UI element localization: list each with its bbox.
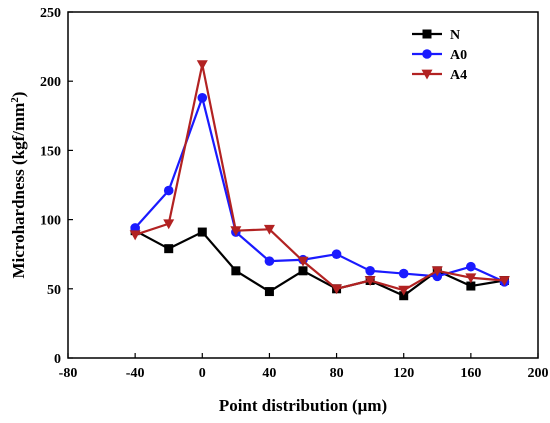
point-A4-4 xyxy=(263,224,275,235)
legend-item-N: N xyxy=(412,28,460,43)
y-axis-title: Microhardness (kgf/mm2) xyxy=(9,92,28,279)
y-axis-title-main: Microhardness (kgf/mm xyxy=(9,103,28,279)
plot-frame xyxy=(67,11,539,359)
x-tick-label-0: -80 xyxy=(59,366,78,381)
x-tick-label-3: 40 xyxy=(262,366,276,381)
series-line-A4 xyxy=(134,63,505,292)
y-tick-label-3: 150 xyxy=(40,144,61,159)
x-tick-label-6: 160 xyxy=(460,366,481,381)
series-line-A0 xyxy=(134,96,505,283)
series-A0 xyxy=(130,93,510,287)
legend-marker-A0 xyxy=(422,49,432,59)
point-A4-7 xyxy=(364,276,376,286)
point-N-4 xyxy=(264,287,274,297)
point-A0-9 xyxy=(432,271,443,282)
series-A4 xyxy=(129,60,510,296)
point-N-10 xyxy=(466,281,476,291)
point-A4-9 xyxy=(431,266,443,277)
point-A4-10 xyxy=(465,273,477,284)
y-tick-label-0: 0 xyxy=(54,352,61,367)
point-N-8 xyxy=(399,291,409,301)
legend-item-A4: A4 xyxy=(412,68,467,83)
legend-marker-A4 xyxy=(421,69,433,80)
point-A4-6 xyxy=(331,284,343,295)
point-A4-1 xyxy=(163,219,175,230)
point-A4-3 xyxy=(230,226,242,237)
point-A4-0 xyxy=(129,230,141,241)
x-axis-title: Point distribution (μm) xyxy=(219,396,387,415)
x-tick-label-2: 0 xyxy=(199,366,206,381)
y-tick-label-4: 200 xyxy=(40,75,61,90)
point-A0-2 xyxy=(197,93,208,103)
legend-label-A0: A0 xyxy=(450,48,467,63)
y-tick-label-1: 50 xyxy=(47,283,61,298)
point-A0-10 xyxy=(466,261,476,272)
point-A0-0 xyxy=(130,223,140,233)
legend: N A0 A4 xyxy=(412,28,467,83)
point-A4-8 xyxy=(398,285,410,296)
axis-ticks: -80 -40 0 40 80 120 160 200 0 50 100 150 200 250 xyxy=(40,6,549,381)
legend-item-A0: A0 xyxy=(412,48,467,63)
x-tick-label-7: 200 xyxy=(528,366,549,381)
point-N-3 xyxy=(231,266,241,276)
series-N xyxy=(130,226,509,301)
point-N-1 xyxy=(164,244,174,254)
point-A4-11 xyxy=(498,276,510,286)
point-A4-2 xyxy=(196,60,208,71)
point-A0-8 xyxy=(398,268,409,279)
point-N-5 xyxy=(298,266,308,276)
x-tick-label-4: 80 xyxy=(330,366,344,381)
point-N-2 xyxy=(197,227,207,237)
series-line-N xyxy=(134,229,505,297)
legend-label-A4: A4 xyxy=(450,68,467,83)
y-axis-title-sup: 2 xyxy=(9,97,21,103)
x-tick-label-1: -40 xyxy=(126,366,145,381)
point-A0-1 xyxy=(163,185,174,196)
point-A4-5 xyxy=(297,256,309,267)
point-A0-7 xyxy=(365,266,375,276)
x-tick-label-5: 120 xyxy=(393,366,414,381)
legend-marker-N xyxy=(422,29,432,39)
y-axis-title-close: ) xyxy=(9,92,28,98)
legend-label-N: N xyxy=(450,28,460,43)
point-A0-4 xyxy=(264,256,275,266)
point-A0-6 xyxy=(331,249,342,259)
series-layer xyxy=(129,60,510,301)
y-tick-label-5: 250 xyxy=(40,6,61,21)
y-tick-label-2: 100 xyxy=(40,214,61,229)
